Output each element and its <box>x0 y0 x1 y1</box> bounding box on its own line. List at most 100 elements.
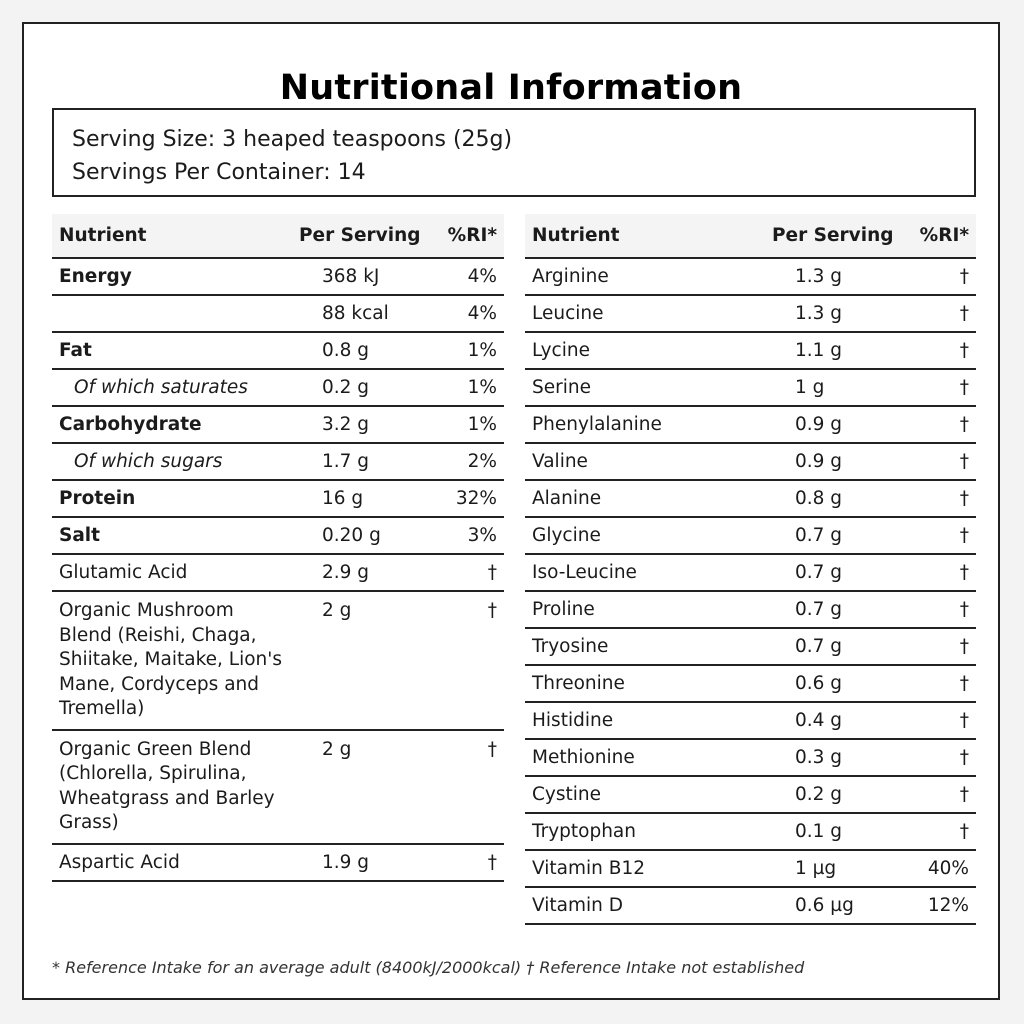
per-serving-value: 0.7 g <box>765 554 905 592</box>
nutrient-name: Alanine <box>525 480 765 518</box>
per-serving-value: 0.8 g <box>765 480 905 518</box>
ri-value: 40% <box>905 850 976 888</box>
ri-value: 1% <box>432 369 504 407</box>
table-row: Iso-Leucine 0.7 g † <box>525 554 976 592</box>
ri-value: † <box>905 258 976 296</box>
header-ri: %RI* <box>432 214 504 259</box>
table-row: Of which saturates 0.2 g 1% <box>52 369 504 407</box>
nutrient-name: Energy <box>52 258 292 296</box>
ri-value: † <box>905 628 976 666</box>
ri-value: † <box>905 517 976 555</box>
nutrient-name: Organic Green Blend (Chlorella, Spirulin… <box>52 729 292 845</box>
per-serving-value: 1 µg <box>765 850 905 888</box>
nutrient-name: Methionine <box>525 739 765 777</box>
table-row: Leucine 1.3 g † <box>525 295 976 333</box>
ri-value: 32% <box>432 480 504 518</box>
ri-value: 1% <box>432 406 504 444</box>
per-serving-value: 2.9 g <box>292 554 432 592</box>
serving-size: Serving Size: 3 heaped teaspoons (25g) <box>72 127 513 152</box>
ri-value: 2% <box>432 443 504 481</box>
nutrient-name: Carbohydrate <box>52 406 292 444</box>
table-row: Salt 0.20 g 3% <box>52 517 504 555</box>
per-serving-value: 1.1 g <box>765 332 905 370</box>
table-row: Vitamin D 0.6 µg 12% <box>525 887 976 925</box>
ri-value: † <box>432 591 504 731</box>
per-serving-value: 2 g <box>292 591 432 731</box>
nutrient-name: Vitamin B12 <box>525 850 765 888</box>
ri-value: † <box>905 702 976 740</box>
per-serving-value: 88 kcal <box>292 295 432 333</box>
page-title: Nutritional Information <box>279 68 743 108</box>
ri-value: † <box>905 813 976 851</box>
nutrient-name: Arginine <box>525 258 765 296</box>
table-row: Vitamin B12 1 µg 40% <box>525 850 976 888</box>
per-serving-value: 3.2 g <box>292 406 432 444</box>
header-nutrient: Nutrient <box>52 214 292 259</box>
footnote: * Reference Intake for an average adult … <box>52 958 805 977</box>
nutrient-name: Tryptophan <box>525 813 765 851</box>
per-serving-value: 1.3 g <box>765 258 905 296</box>
per-serving-value: 0.2 g <box>292 369 432 407</box>
nutrient-name: Glycine <box>525 517 765 555</box>
nutrient-name: Salt <box>52 517 292 555</box>
nutrient-name: Phenylalanine <box>525 406 765 444</box>
ri-value: † <box>432 729 504 845</box>
nutrient-name: Vitamin D <box>525 887 765 925</box>
table-row: Tryptophan 0.1 g † <box>525 813 976 851</box>
per-serving-value: 0.7 g <box>765 628 905 666</box>
ri-value: † <box>905 739 976 777</box>
nutrient-name: Iso-Leucine <box>525 554 765 592</box>
ri-value: † <box>905 369 976 407</box>
ri-value: 4% <box>432 295 504 333</box>
nutrient-name: Of which saturates <box>52 369 292 407</box>
ri-value: † <box>905 591 976 629</box>
per-serving-value: 0.7 g <box>765 591 905 629</box>
table-row: Histidine 0.4 g † <box>525 702 976 740</box>
ri-value: † <box>432 554 504 592</box>
header-nutrient: Nutrient <box>525 214 765 259</box>
nutrient-name: Of which sugars <box>52 443 292 481</box>
table-row: Methionine 0.3 g † <box>525 739 976 777</box>
per-serving-value: 0.3 g <box>765 739 905 777</box>
ri-value: † <box>905 406 976 444</box>
serving-info-box: Serving Size: 3 heaped teaspoons (25g) S… <box>52 108 976 197</box>
nutrient-name: Protein <box>52 480 292 518</box>
nutrient-name: Proline <box>525 591 765 629</box>
table-row: Carbohydrate 3.2 g 1% <box>52 406 504 444</box>
ri-value: † <box>905 332 976 370</box>
table-row: Energy 368 kJ 4% <box>52 258 504 296</box>
servings-per-container: Servings Per Container: 14 <box>72 160 366 185</box>
table-row: Fat 0.8 g 1% <box>52 332 504 370</box>
table-row: Phenylalanine 0.9 g † <box>525 406 976 444</box>
ri-value: 3% <box>432 517 504 555</box>
nutrient-name: Valine <box>525 443 765 481</box>
header-ri: %RI* <box>905 214 976 259</box>
per-serving-value: 0.2 g <box>765 776 905 814</box>
ri-value: † <box>905 776 976 814</box>
per-serving-value: 0.20 g <box>292 517 432 555</box>
nutrient-name: Threonine <box>525 665 765 703</box>
per-serving-value: 1.7 g <box>292 443 432 481</box>
ri-value: † <box>432 843 504 882</box>
per-serving-value: 16 g <box>292 480 432 518</box>
table-row: Proline 0.7 g † <box>525 591 976 629</box>
per-serving-value: 0.1 g <box>765 813 905 851</box>
table-row: Valine 0.9 g † <box>525 443 976 481</box>
ri-value: † <box>905 443 976 481</box>
nutrient-table-left: Nutrient Per Serving %RI* Energy 368 kJ 4%… <box>52 214 504 882</box>
nutrient-name: Histidine <box>525 702 765 740</box>
nutrient-name: Lycine <box>525 332 765 370</box>
table-row: Cystine 0.2 g † <box>525 776 976 814</box>
nutrient-table-right: Nutrient Per Serving %RI* Arginine 1.3 g †… <box>525 214 976 925</box>
ri-value: 12% <box>905 887 976 925</box>
ri-value: 1% <box>432 332 504 370</box>
per-serving-value: 0.4 g <box>765 702 905 740</box>
table-header-row: Nutrient Per Serving %RI* <box>525 214 976 259</box>
nutrient-name: Serine <box>525 369 765 407</box>
per-serving-value: 0.9 g <box>765 406 905 444</box>
per-serving-value: 0.6 g <box>765 665 905 703</box>
table-row: 88 kcal 4% <box>52 295 504 333</box>
nutrient-name: Organic Mushroom Blend (Reishi, Chaga, S… <box>52 591 292 731</box>
per-serving-value: 1 g <box>765 369 905 407</box>
per-serving-value: 0.8 g <box>292 332 432 370</box>
